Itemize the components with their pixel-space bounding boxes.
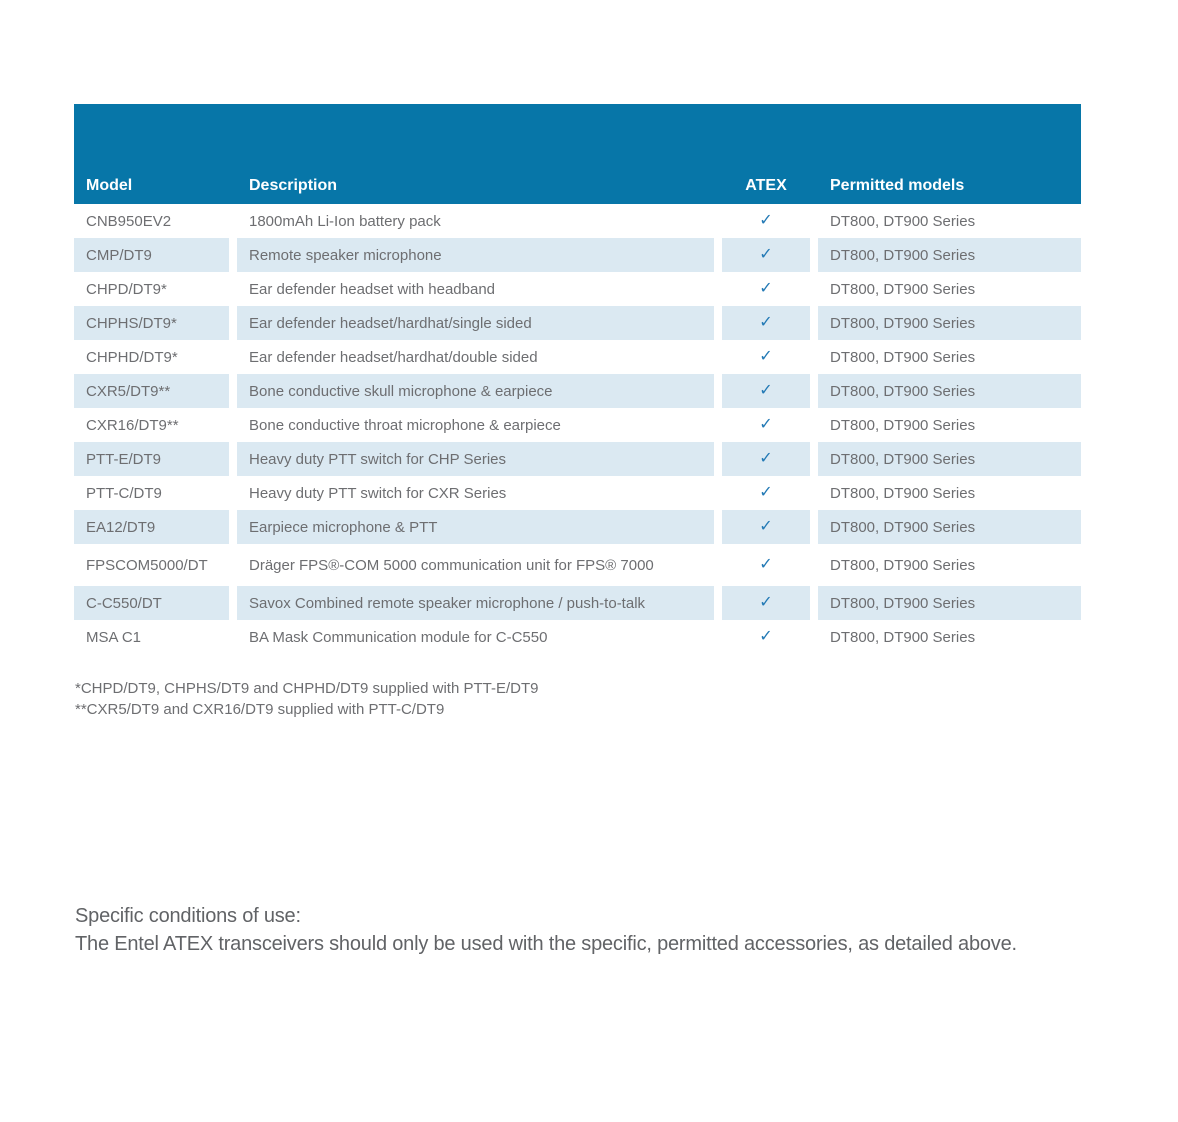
model-cell: MSA C1	[86, 628, 142, 646]
model-cell: CXR16/DT9**	[86, 416, 179, 434]
permitted-models-cell: DT800, DT900 Series	[830, 556, 976, 574]
table-row: CNB950EV2 1800mAh Li-Ion battery pack ✓ …	[74, 204, 1081, 238]
description-cell: Bone conductive throat microphone & earp…	[249, 416, 561, 434]
atex-cell: ✓	[722, 442, 810, 476]
model-cell: PTT-C/DT9	[86, 484, 162, 502]
model-cell: CHPHD/DT9*	[86, 348, 178, 366]
table-row: EA12/DT9 Earpiece microphone & PTT ✓ DT8…	[74, 510, 1081, 544]
table-row: C-C550/DT Savox Combined remote speaker …	[74, 586, 1081, 620]
table-row: CHPHS/DT9* Ear defender headset/hardhat/…	[74, 306, 1081, 340]
description-cell: Savox Combined remote speaker microphone…	[237, 586, 714, 620]
atex-cell: ✓	[722, 510, 810, 544]
atex-cell: ✓	[722, 340, 810, 374]
permitted-models-cell: DT800, DT900 Series	[818, 586, 1081, 620]
column-header-model: Model	[86, 177, 133, 194]
check-icon: ✓	[759, 450, 773, 467]
conditions-body: The Entel ATEX transceivers should only …	[75, 933, 1017, 955]
column-header-atex: ATEX	[745, 177, 787, 194]
check-icon: ✓	[759, 628, 773, 645]
table-row: CHPD/DT9* Ear defender headset with head…	[74, 272, 1081, 306]
atex-cell: ✓	[722, 238, 810, 272]
description-cell: Ear defender headset/hardhat/double side…	[249, 348, 538, 366]
model-cell: CNB950EV2	[86, 212, 172, 230]
permitted-models-cell: DT800, DT900 Series	[830, 628, 976, 646]
column-header-permitted: Permitted models	[830, 177, 965, 194]
table-row: CHPHD/DT9* Ear defender headset/hardhat/…	[74, 340, 1081, 374]
permitted-models-cell: DT800, DT900 Series	[818, 238, 1081, 272]
description-cell: Dräger FPS®-COM 5000 communication unit …	[249, 556, 654, 574]
check-icon: ✓	[759, 518, 773, 535]
permitted-models-cell: DT800, DT900 Series	[818, 306, 1081, 340]
description-cell: Heavy duty PTT switch for CHP Series	[237, 442, 714, 476]
column-header-description: Description	[249, 177, 338, 194]
conditions-heading: Specific conditions of use:	[75, 905, 301, 927]
description-cell: Bone conductive skull microphone & earpi…	[237, 374, 714, 408]
table-row: CXR5/DT9** Bone conductive skull microph…	[74, 374, 1081, 408]
check-icon: ✓	[759, 594, 773, 611]
check-icon: ✓	[759, 484, 773, 501]
atex-cell: ✓	[722, 586, 810, 620]
accessories-table: Model Description ATEX Permitted models …	[74, 104, 1081, 654]
table-header-row: Model Description ATEX Permitted models	[74, 104, 1081, 204]
check-icon: ✓	[759, 212, 773, 229]
description-cell: Ear defender headset/hardhat/single side…	[237, 306, 714, 340]
description-cell: 1800mAh Li-Ion battery pack	[249, 212, 441, 230]
permitted-models-cell: DT800, DT900 Series	[818, 374, 1081, 408]
check-icon: ✓	[759, 246, 773, 263]
permitted-models-cell: DT800, DT900 Series	[830, 212, 976, 230]
table-row: PTT-C/DT9 Heavy duty PTT switch for CXR …	[74, 476, 1081, 510]
check-icon: ✓	[759, 416, 773, 433]
description-cell: Earpiece microphone & PTT	[237, 510, 714, 544]
atex-cell: ✓	[722, 204, 810, 238]
permitted-models-cell: DT800, DT900 Series	[830, 416, 976, 434]
atex-cell: ✓	[722, 408, 810, 442]
footnote-line-2: **CXR5/DT9 and CXR16/DT9 supplied with P…	[75, 701, 445, 718]
model-cell: CHPHS/DT9*	[74, 306, 229, 340]
footnote-line-1: *CHPD/DT9, CHPHS/DT9 and CHPHD/DT9 suppl…	[75, 680, 539, 697]
description-cell: Ear defender headset with headband	[249, 280, 496, 298]
model-cell: CHPD/DT9*	[86, 280, 167, 298]
table-row: CMP/DT9 Remote speaker microphone ✓ DT80…	[74, 238, 1081, 272]
model-cell: CXR5/DT9**	[74, 374, 229, 408]
permitted-models-cell: DT800, DT900 Series	[830, 280, 976, 298]
model-cell: C-C550/DT	[74, 586, 229, 620]
table-row: PTT-E/DT9 Heavy duty PTT switch for CHP …	[74, 442, 1081, 476]
description-cell: BA Mask Communication module for C-C550	[249, 628, 548, 646]
check-icon: ✓	[759, 280, 773, 297]
table-row: CXR16/DT9** Bone conductive throat micro…	[74, 408, 1081, 442]
check-icon: ✓	[759, 556, 773, 573]
check-icon: ✓	[759, 314, 773, 331]
table-row: FPSCOM5000/DT Dräger FPS®-COM 5000 commu…	[74, 544, 1081, 586]
check-icon: ✓	[759, 382, 773, 399]
model-cell: PTT-E/DT9	[74, 442, 229, 476]
atex-cell: ✓	[722, 476, 810, 510]
model-cell: EA12/DT9	[74, 510, 229, 544]
table-body: CNB950EV2 1800mAh Li-Ion battery pack ✓ …	[74, 204, 1081, 654]
check-icon: ✓	[759, 348, 773, 365]
permitted-models-cell: DT800, DT900 Series	[818, 510, 1081, 544]
specific-conditions: Specific conditions of use: The Entel AT…	[75, 902, 1095, 958]
table-row: MSA C1 BA Mask Communication module for …	[74, 620, 1081, 654]
atex-cell: ✓	[722, 374, 810, 408]
atex-cell: ✓	[722, 306, 810, 340]
atex-cell: ✓	[722, 544, 810, 586]
model-cell: CMP/DT9	[74, 238, 229, 272]
description-cell: Remote speaker microphone	[237, 238, 714, 272]
model-cell: FPSCOM5000/DT	[86, 556, 208, 574]
footnotes: *CHPD/DT9, CHPHS/DT9 and CHPHD/DT9 suppl…	[75, 678, 538, 720]
permitted-models-cell: DT800, DT900 Series	[830, 484, 976, 502]
description-cell: Heavy duty PTT switch for CXR Series	[249, 484, 507, 502]
atex-cell: ✓	[722, 272, 810, 306]
permitted-models-cell: DT800, DT900 Series	[818, 442, 1081, 476]
permitted-models-cell: DT800, DT900 Series	[830, 348, 976, 366]
atex-cell: ✓	[722, 620, 810, 654]
